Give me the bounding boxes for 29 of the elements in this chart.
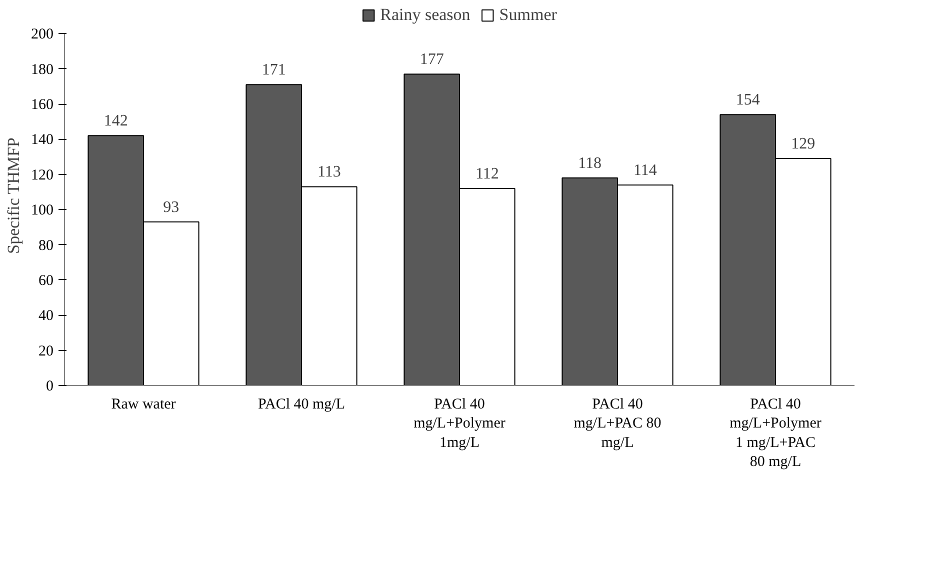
y-tick-label: 80	[38, 238, 54, 254]
data-label: 118	[578, 154, 602, 172]
data-label: 93	[163, 198, 180, 216]
x-tick-label: PACl 40 mg/L+Polymer 1 mg/L+PAC 80 mg/L	[730, 396, 822, 470]
x-tick-label: Raw water	[111, 396, 176, 412]
data-label: 114	[633, 162, 657, 179]
y-tick-label: 40	[38, 308, 54, 324]
y-tick-label: 200	[31, 26, 54, 43]
y-tick-label: 0	[46, 378, 54, 394]
y-tick-label: 140	[31, 132, 54, 148]
y-tick-label: 180	[31, 62, 54, 78]
y-tick-label: 20	[38, 343, 54, 360]
legend-label: Rainy season	[380, 5, 470, 25]
y-tick-label: 100	[31, 202, 54, 219]
x-tick-label: PACl 40 mg/L+Polymer 1mg/L	[414, 396, 506, 451]
x-tick-label: PACl 40 mg/L+PAC 80 mg/L	[574, 396, 662, 451]
x-tick-label: PACl 40 mg/L	[258, 396, 345, 412]
y-tick-label: 120	[31, 167, 54, 184]
data-label: 113	[317, 164, 341, 181]
data-label: 177	[420, 51, 444, 68]
data-label: 171	[262, 62, 286, 79]
data-label: 142	[104, 112, 128, 130]
data-label: 154	[736, 92, 760, 109]
data-label: 112	[475, 165, 499, 182]
y-axis-title: Specific THMFP	[4, 137, 23, 254]
y-tick-label: 60	[38, 272, 54, 289]
y-tick-label: 160	[31, 97, 54, 114]
data-label: 129	[791, 136, 816, 153]
legend-label: Summer	[499, 5, 557, 25]
